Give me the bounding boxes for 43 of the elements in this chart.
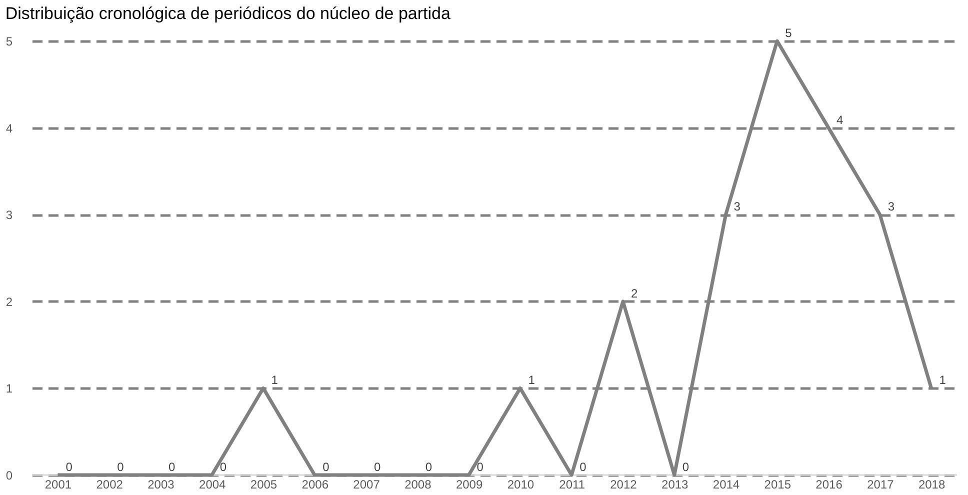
y-tick-label: 2: [6, 294, 13, 309]
data-label: 0: [117, 460, 124, 474]
x-tick-label: 2013: [662, 478, 689, 492]
data-label: 3: [888, 200, 895, 214]
x-tick-label: 2015: [764, 478, 792, 492]
x-tick-label: 2011: [559, 478, 586, 492]
x-tick-label: 2008: [404, 478, 432, 492]
x-tick-label: 2006: [302, 478, 329, 492]
data-label: 0: [66, 460, 73, 474]
data-label: 0: [682, 460, 690, 474]
data-label: 1: [271, 373, 278, 388]
x-tick-label: 2004: [199, 478, 226, 492]
data-label: 2: [630, 286, 638, 300]
data-label: 0: [425, 460, 432, 474]
x-tick-label: 2018: [918, 478, 946, 492]
data-label: 5: [785, 26, 792, 40]
data-label: 0: [168, 460, 176, 474]
x-tick-label: 2010: [507, 478, 534, 492]
data-label: 3: [734, 200, 741, 214]
chart-title: Distribuição cronológica de periódicos do núcleo de partida: [5, 4, 451, 23]
data-label: 0: [580, 460, 587, 474]
data-label: 1: [528, 373, 536, 388]
x-tick-label: 2003: [148, 478, 175, 492]
x-tick-label: 2001: [44, 478, 72, 492]
y-tick-label: 5: [6, 34, 13, 48]
x-tick-label: 2002: [96, 478, 124, 492]
data-label: 0: [220, 460, 227, 474]
data-label: 0: [374, 460, 382, 474]
y-tick-label: 4: [6, 121, 13, 136]
x-tick-label: 2009: [456, 478, 483, 492]
y-tick-label: 0: [6, 468, 13, 482]
data-label: 0: [322, 460, 330, 474]
x-tick-label: 2007: [353, 478, 380, 492]
data-label: 0: [476, 460, 484, 474]
x-tick-label: 2016: [816, 478, 843, 492]
y-tick-label: 1: [6, 382, 13, 396]
data-label: 4: [836, 112, 844, 127]
y-tick-label: 3: [6, 208, 13, 222]
data-label: 1: [939, 373, 946, 388]
x-tick-label: 2014: [712, 478, 740, 492]
x-tick-label: 2017: [867, 478, 894, 492]
x-tick-label: 2005: [250, 478, 278, 492]
x-tick-label: 2012: [610, 478, 638, 492]
